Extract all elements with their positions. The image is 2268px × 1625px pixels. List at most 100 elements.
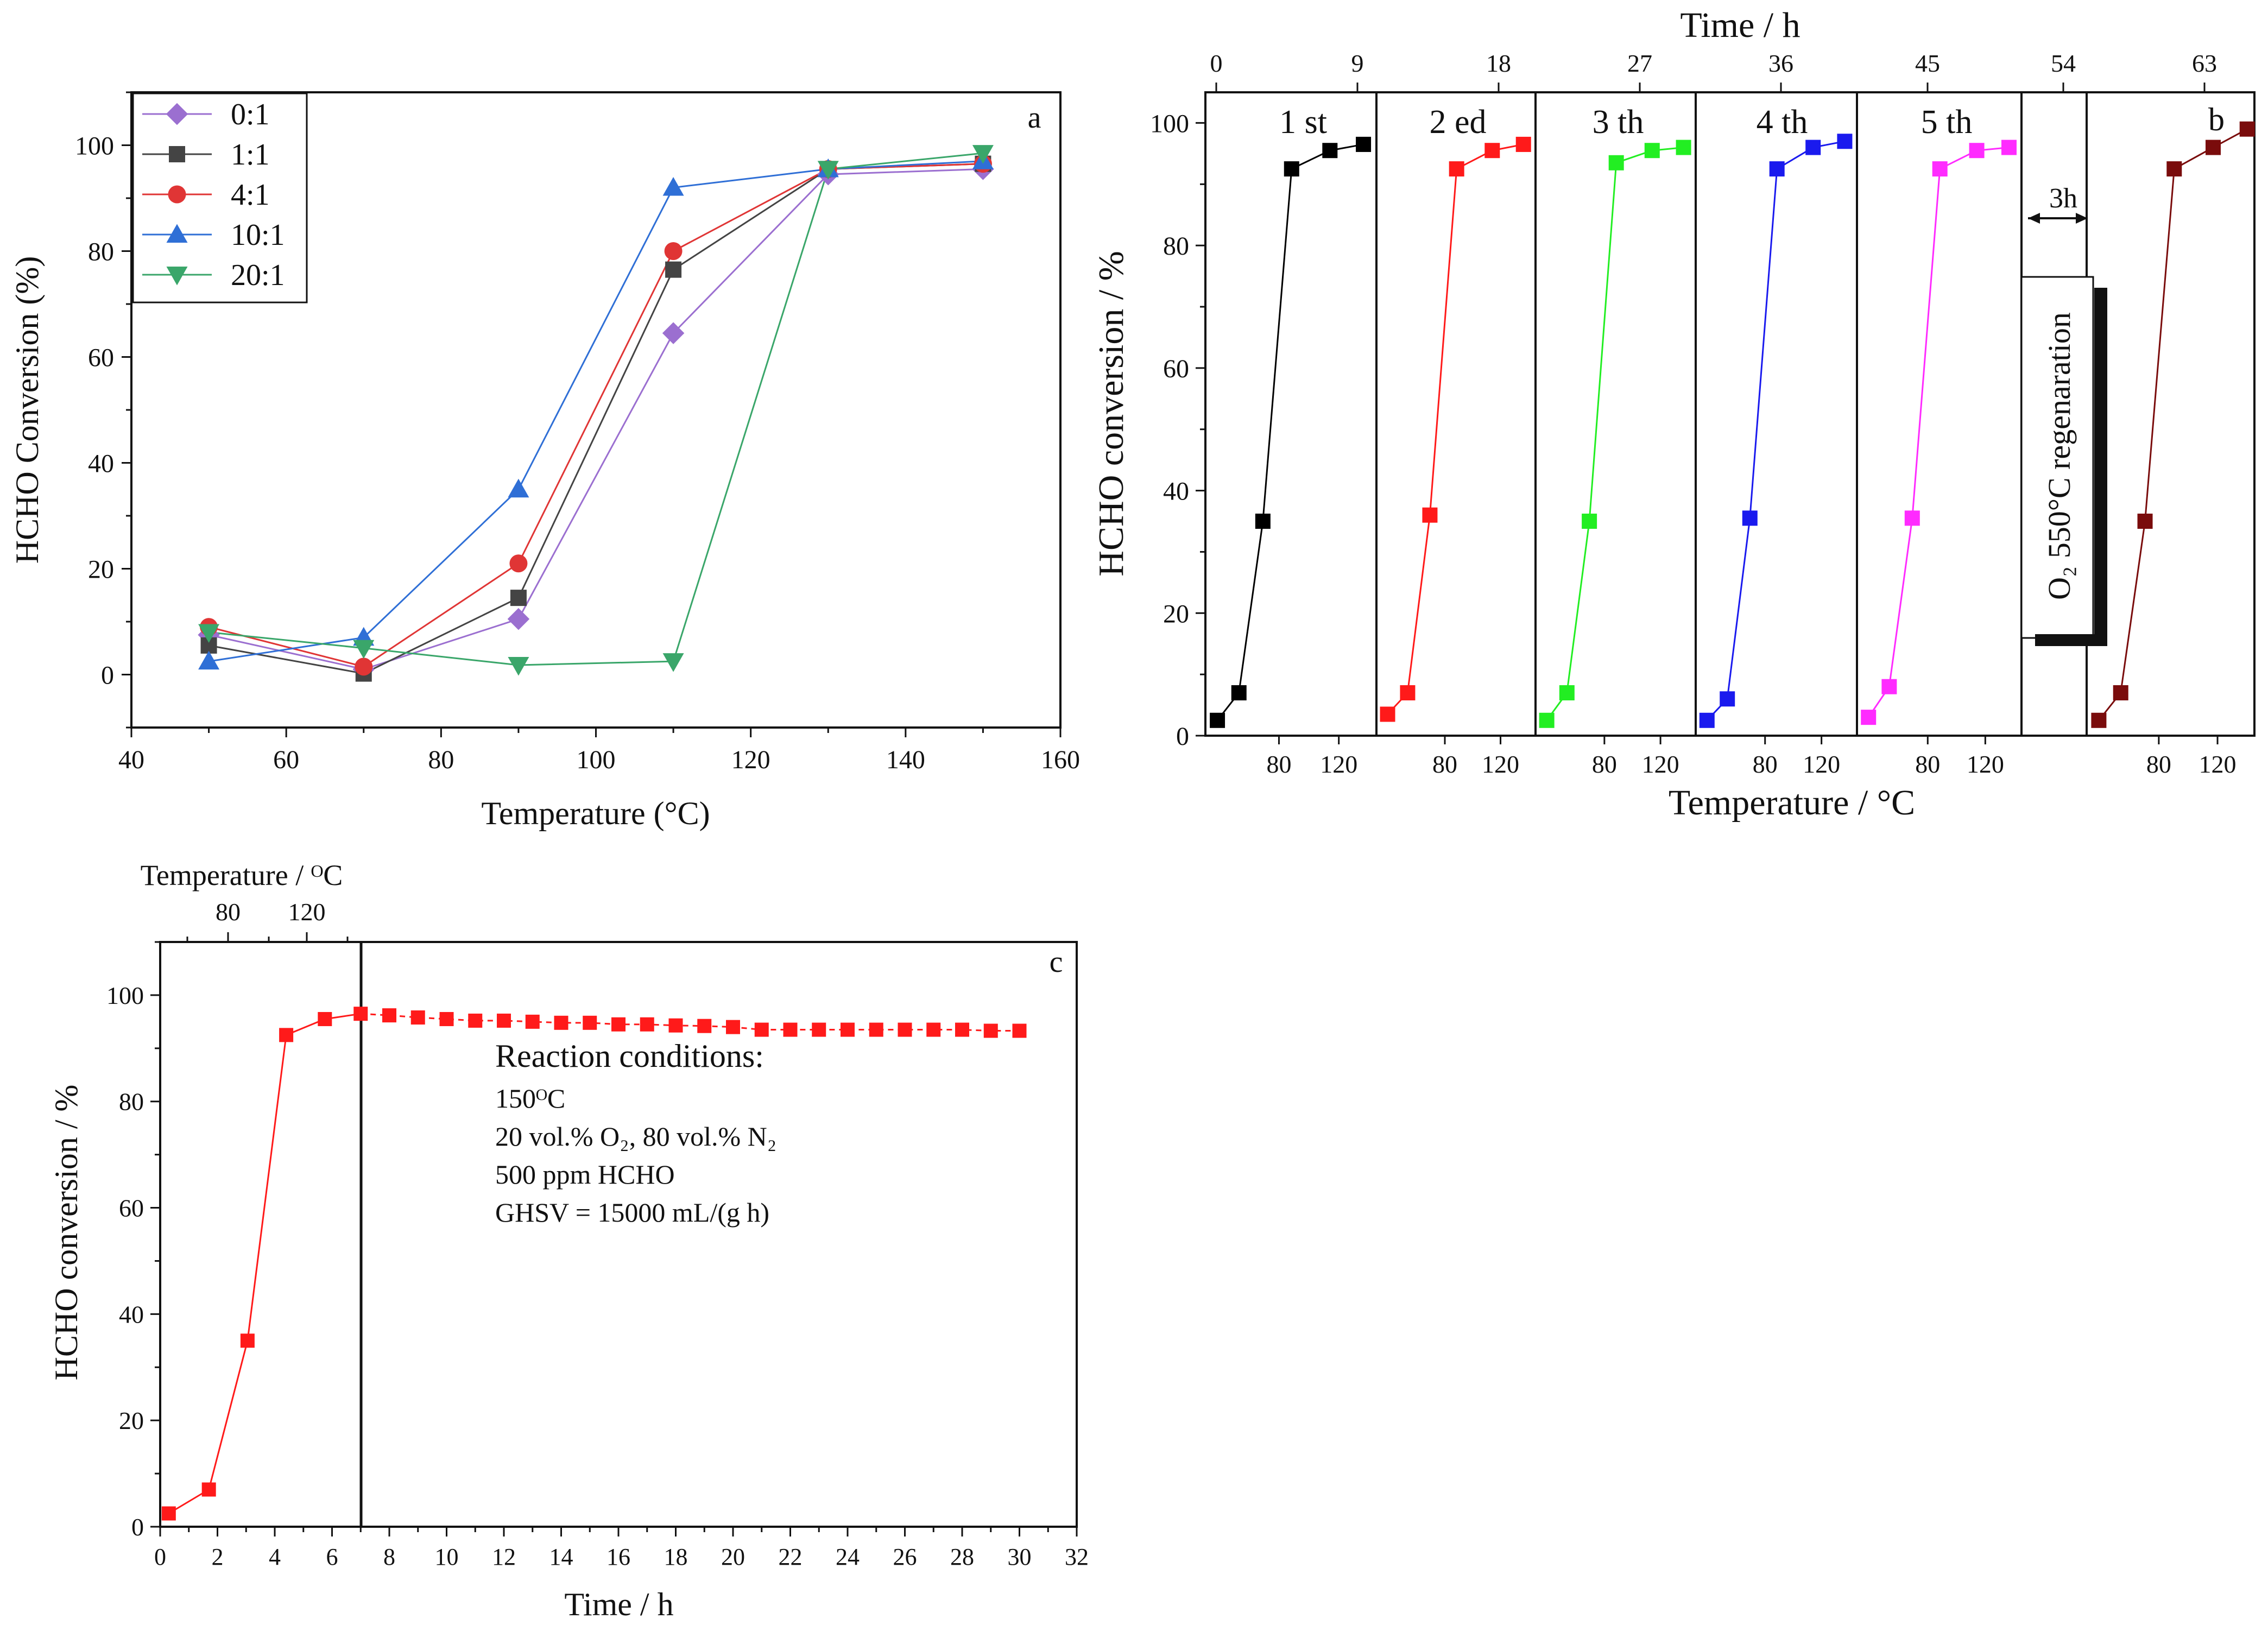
data-point — [1969, 143, 1985, 159]
cycle-label: 2 ed — [1429, 104, 1486, 141]
data-point — [668, 1018, 683, 1033]
top-tick-label: 45 — [1915, 49, 1940, 77]
data-point — [1932, 161, 1948, 177]
data-point — [955, 1022, 969, 1037]
panel-c-x-axis-label: Time / h — [564, 1586, 673, 1622]
x-tick-label: 16 — [607, 1544, 630, 1570]
data-point — [507, 608, 530, 630]
panel-c-letter: c — [1050, 945, 1063, 979]
y-tick-label: 0 — [101, 661, 114, 690]
annotation-line-1: Reaction conditions: — [495, 1038, 764, 1074]
series-line-10-1 — [209, 160, 983, 662]
y-tick-label: 100 — [1150, 109, 1189, 138]
panel-a-letter: a — [1028, 101, 1041, 135]
gap-arrow-heads — [2028, 213, 2088, 224]
data-point — [1582, 514, 1597, 529]
gap-label: 3h — [2049, 183, 2077, 214]
x-tick-label: 0 — [154, 1544, 166, 1570]
bottom-tick-label: 120 — [1803, 750, 1840, 778]
y-tick-label: 80 — [119, 1088, 144, 1116]
data-point — [898, 1022, 912, 1037]
legend-marker — [168, 185, 186, 204]
panel-a-series — [198, 145, 994, 682]
bottom-tick-label: 120 — [2199, 750, 2237, 778]
regeneration-bar-base — [2035, 634, 2107, 646]
bottom-tick-label: 120 — [1320, 750, 1357, 778]
x-tick-label: 4 — [269, 1544, 281, 1570]
data-point — [1861, 710, 1877, 725]
panel-a-x-axis-label: Temperature (°C) — [481, 795, 710, 831]
data-point — [812, 1022, 826, 1037]
cycle-label: 4 th — [1757, 104, 1808, 141]
panel-b: 0 20 40 60 80 100 0 9 18 27 36 45 54 63 80 120 80 120 80 12… — [1091, 5, 2256, 823]
x-tick-label: 40 — [118, 745, 144, 774]
data-point — [1255, 514, 1271, 529]
data-point — [1644, 143, 1660, 159]
cycle-line-2 — [1387, 143, 1524, 715]
cycle-line-6 — [2098, 128, 2248, 721]
data-point — [1769, 161, 1785, 177]
x-tick-label: 32 — [1065, 1544, 1089, 1570]
data-point — [198, 650, 220, 670]
ramp-line — [168, 1013, 361, 1514]
panel-c-top-axis-label: Temperature / ᴼC — [141, 859, 343, 891]
data-point — [754, 1022, 769, 1037]
panel-b-plot-frame — [1204, 91, 2256, 737]
data-point — [1608, 155, 1624, 170]
y-tick-label: 100 — [75, 132, 114, 161]
stability-line — [361, 1013, 1020, 1032]
data-point — [318, 1011, 332, 1026]
x-tick-label: 60 — [273, 745, 299, 774]
regeneration-bar — [2094, 288, 2107, 646]
data-point — [279, 1028, 294, 1042]
x-tick-label: 140 — [886, 745, 925, 774]
data-point — [583, 1015, 597, 1030]
data-point — [1720, 691, 1735, 707]
panel-a-y-axis-label: HCHO Conversion (%) — [9, 256, 45, 564]
bottom-tick-label: 80 — [1266, 750, 1291, 778]
legend-marker — [166, 103, 188, 125]
data-point — [1699, 712, 1715, 728]
panel-b-cycle-labels: 1 st 2 ed 3 th 4 th 5 th — [1279, 104, 1972, 141]
bottom-tick-label: 80 — [1432, 750, 1457, 778]
cycle-label: 5 th — [1921, 104, 1973, 141]
legend-marker — [166, 224, 188, 243]
data-point — [2205, 140, 2221, 155]
panel-b-y-axis-label: HCHO conversion / % — [1091, 251, 1131, 576]
legend-label: 1:1 — [231, 138, 270, 172]
data-point — [1449, 161, 1464, 177]
x-tick-label: 10 — [435, 1544, 459, 1570]
data-point — [611, 1017, 626, 1032]
bottom-tick-label: 120 — [1642, 750, 1679, 778]
data-point — [697, 1019, 712, 1033]
data-point — [1380, 706, 1395, 722]
data-point — [1515, 136, 1531, 152]
x-tick-label: 6 — [326, 1544, 338, 1570]
data-point — [640, 1017, 654, 1032]
data-point — [1400, 685, 1416, 700]
panel-c-series — [161, 1007, 1027, 1521]
panel-c-ticks: 0 2 4 6 8 10 12 14 16 18 20 22 24 26 28 30 3202040608010… — [106, 898, 1089, 1570]
y-tick-label: 80 — [1163, 232, 1189, 261]
data-point — [2137, 514, 2153, 529]
legend-label: 0:1 — [231, 98, 270, 131]
annotation-line-3: 20 vol.% O₂, 80 vol.% N₂ — [495, 1121, 776, 1152]
data-point — [353, 1007, 368, 1021]
data-point — [1422, 507, 1438, 523]
x-tick-label: 8 — [383, 1544, 395, 1570]
top-tick-label: 9 — [1351, 49, 1364, 77]
data-point — [664, 242, 683, 260]
top-tick-label: 36 — [1768, 49, 1793, 77]
data-point — [1881, 679, 1897, 694]
data-point — [817, 161, 839, 180]
data-point — [1559, 685, 1575, 700]
data-point — [355, 657, 373, 676]
data-point — [525, 1014, 540, 1029]
data-point — [2113, 685, 2128, 700]
x-tick-label: 100 — [577, 745, 616, 774]
x-tick-label: 2 — [212, 1544, 224, 1570]
panel-a-legend: 0:1 1:1 4:1 10:1 20:1 — [132, 92, 308, 303]
x-tick-label: 12 — [492, 1544, 516, 1570]
data-point — [1742, 510, 1758, 526]
data-point — [410, 1010, 425, 1025]
